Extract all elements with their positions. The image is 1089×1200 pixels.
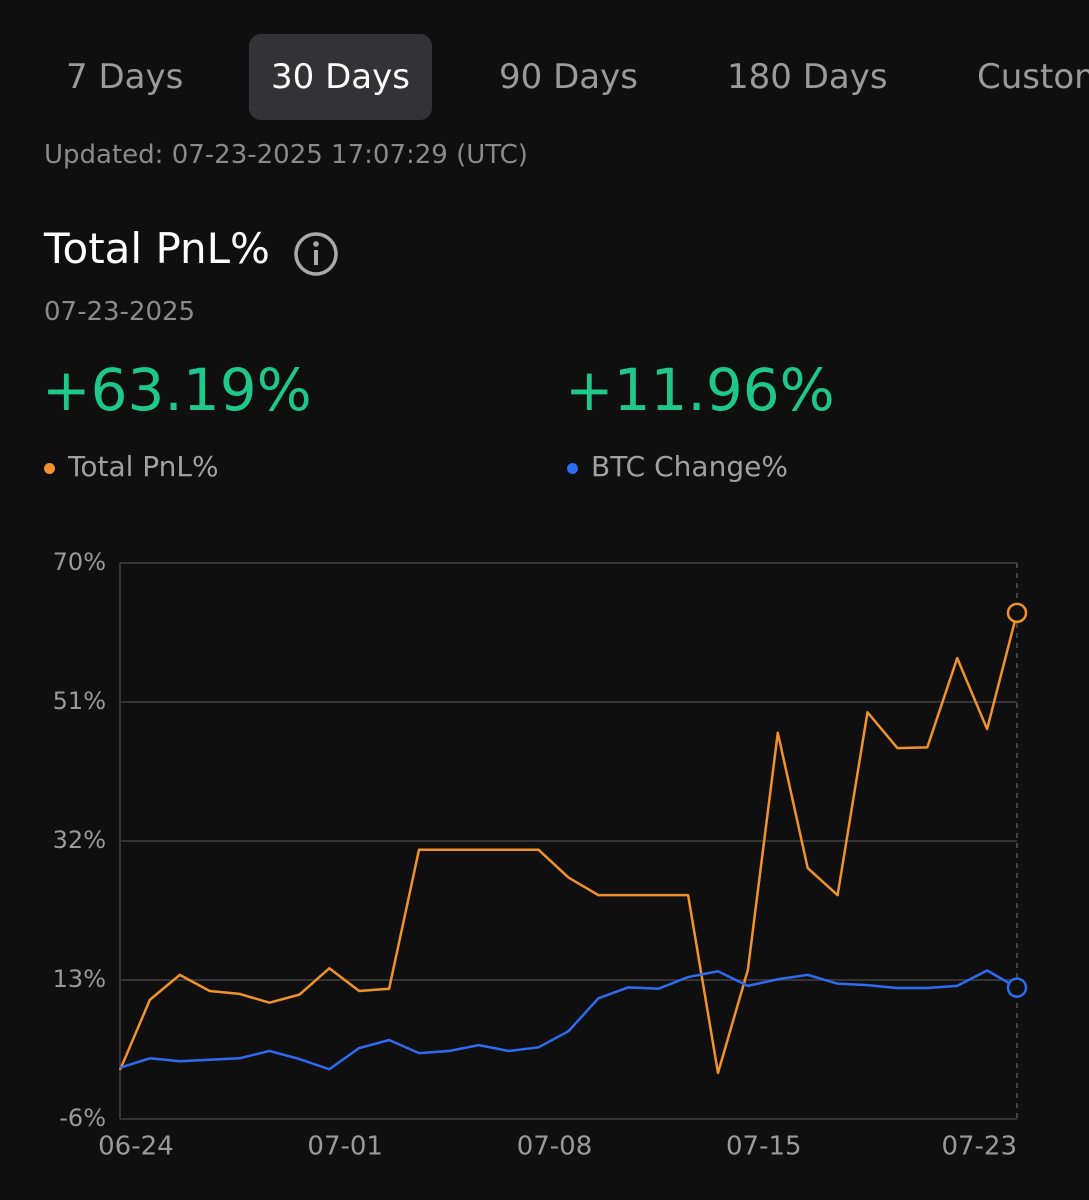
y-tick-label: 51% — [53, 687, 106, 715]
tab[interactable]: 30 Days — [249, 34, 432, 120]
y-tick-label: -6% — [59, 1104, 106, 1132]
end-marker — [1006, 602, 1028, 624]
legend-dot — [44, 463, 55, 474]
tab[interactable]: 90 Days — [499, 57, 638, 97]
legend-label: BTC Change% — [591, 450, 788, 483]
date: 07-23-2025 — [44, 297, 196, 327]
x-tick-label: 07-08 — [517, 1132, 593, 1162]
y-tick-label: 32% — [53, 826, 106, 854]
heading: Total PnL% — [44, 224, 270, 273]
x-tick-label: 07-15 — [726, 1132, 802, 1162]
tab[interactable]: 180 Days — [727, 57, 888, 97]
tab[interactable]: 7 Days — [66, 57, 184, 97]
pnl-value: +63.19% — [42, 356, 312, 424]
updated-time: Updated: 07-23-2025 17:07:29 (UTC) — [44, 140, 528, 170]
series-line — [118, 612, 1019, 1075]
btc-value: +11.96% — [565, 356, 835, 424]
info-icon[interactable] — [292, 230, 342, 280]
x-tick-label: 06-24 — [98, 1132, 174, 1162]
x-tick-label: 07-23 — [941, 1132, 1017, 1162]
x-tick-label: 07-01 — [307, 1132, 383, 1162]
series-line — [119, 969, 1018, 1071]
y-tick-label: 13% — [53, 965, 106, 993]
y-tick-label: 70% — [53, 548, 106, 576]
tab[interactable]: Custom — [977, 57, 1089, 97]
legend-dot — [567, 463, 578, 474]
end-marker — [1006, 977, 1028, 998]
legend-label: Total PnL% — [68, 450, 219, 483]
